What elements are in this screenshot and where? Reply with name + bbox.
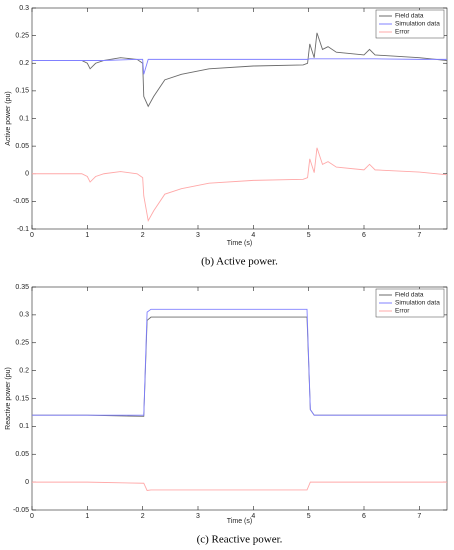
y-tick-label: 0.2 (19, 367, 29, 374)
legend-label: Field data (395, 13, 424, 20)
data-line (32, 32, 448, 108)
x-tick-label: 0 (30, 232, 34, 239)
y-tick-label: 0.05 (15, 451, 29, 458)
x-tick-label: 6 (362, 513, 366, 520)
x-tick-label: 3 (196, 232, 200, 239)
legend-label: Error (395, 29, 410, 36)
data-line (32, 147, 448, 223)
x-tick-label: 0 (30, 513, 34, 520)
x-tick-label: 4 (251, 513, 255, 520)
y-tick-label: 0.25 (15, 340, 29, 347)
data-line (32, 308, 447, 416)
y-tick-label: -0.1 (17, 226, 29, 233)
y-tick-label: 0.25 (15, 32, 29, 39)
x-axis-label: Time (s) (227, 518, 252, 525)
y-tick-label: 0.35 (15, 284, 29, 291)
caption: (b) Active power. (201, 256, 278, 268)
x-tick-label: 2 (141, 232, 145, 239)
data-line (32, 481, 447, 491)
y-tick-label: 0.15 (15, 395, 29, 402)
y-tick-label: 0.2 (19, 60, 29, 67)
x-tick-label: 1 (85, 513, 89, 520)
caption: (c) Reactive power. (197, 534, 283, 546)
x-tick-label: 6 (362, 232, 366, 239)
y-tick-label: -0.05 (13, 507, 29, 514)
x-tick-label: 4 (251, 232, 255, 239)
x-tick-label: 1 (85, 232, 89, 239)
legend-label: Simulation data (395, 300, 440, 307)
plot-area (31, 7, 448, 230)
y-tick-label: 0 (25, 171, 29, 178)
y-tick-label: 0.3 (19, 5, 29, 12)
x-axis-label: Time (s) (227, 240, 252, 247)
y-tick-label: 0.15 (15, 88, 29, 95)
y-tick-label: 0.1 (19, 423, 29, 430)
y-tick-label: 0.3 (19, 312, 29, 319)
y-tick-label: 0 (25, 479, 29, 486)
y-axis-label: Active power (pu) (5, 91, 12, 145)
x-tick-label: 5 (307, 232, 311, 239)
data-line (32, 58, 447, 75)
x-tick-label: 7 (417, 232, 421, 239)
legend-label: Simulation data (395, 21, 440, 28)
x-tick-label: 2 (141, 513, 145, 520)
x-tick-label: 3 (196, 513, 200, 520)
y-tick-label: 0.1 (19, 115, 29, 122)
plot-area (31, 286, 448, 511)
legend-label: Field data (395, 292, 424, 299)
y-tick-label: 0.05 (15, 143, 29, 150)
y-tick-label: -0.05 (13, 198, 29, 205)
x-tick-label: 7 (417, 513, 421, 520)
y-axis-label: Reactive power (pu) (5, 367, 12, 430)
legend-label: Error (395, 308, 410, 315)
x-tick-label: 5 (307, 513, 311, 520)
